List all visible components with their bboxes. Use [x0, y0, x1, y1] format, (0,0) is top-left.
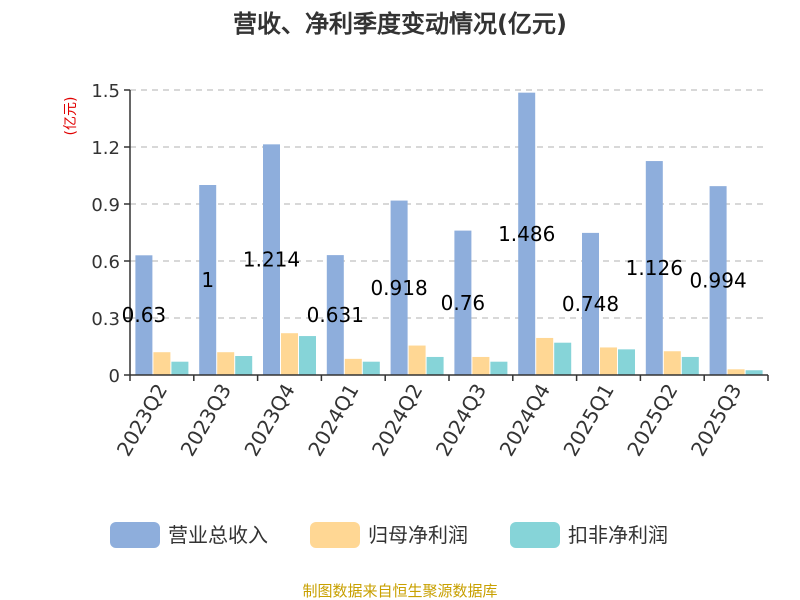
y-tick-label: 0.9 [91, 195, 120, 216]
data-label: 0.76 [441, 291, 486, 315]
x-tick-label: 2024Q4 [495, 380, 555, 461]
bar-series-1 [135, 255, 153, 375]
x-tick-label: 2025Q1 [558, 380, 618, 461]
bar-series-3 [490, 361, 508, 375]
bar-series-2 [536, 337, 554, 375]
bar-series-1 [390, 200, 408, 375]
data-label: 0.63 [122, 303, 167, 327]
legend-swatch [110, 522, 160, 548]
x-tick-label: 2024Q3 [431, 380, 491, 461]
bar-series-1 [645, 161, 663, 375]
bar-series-3 [618, 349, 635, 375]
data-label: 0.918 [370, 276, 427, 300]
y-tick-label: 1.5 [91, 81, 120, 102]
y-tick-label: 0.6 [91, 252, 120, 273]
bar-series-3 [426, 356, 444, 375]
bar-series-3 [681, 356, 699, 375]
data-label: 1.214 [243, 248, 300, 272]
bar-series-2 [727, 369, 745, 375]
bar-series-2 [663, 351, 681, 375]
x-tick-label: 2023Q2 [112, 380, 172, 461]
data-label: 0.748 [562, 292, 619, 316]
bar-series-1 [326, 255, 344, 375]
bar-series-3 [362, 361, 380, 375]
bars [135, 92, 763, 375]
bar-series-2 [472, 356, 490, 375]
x-tick-label: 2023Q3 [176, 380, 236, 461]
data-label: 1.126 [626, 256, 683, 280]
bar-series-3 [235, 356, 253, 375]
bar-series-1 [263, 144, 280, 375]
bar-series-2 [344, 358, 362, 375]
y-tick-label: 0 [109, 366, 120, 387]
y-tick-label: 0.3 [91, 309, 120, 330]
legend[interactable]: 营业总收入 归母净利润 扣非净利润 [110, 522, 668, 548]
bar-series-1 [199, 185, 217, 375]
legend-label: 归母净利润 [368, 523, 468, 547]
legend-label: 扣非净利润 [568, 523, 668, 547]
bar-series-2 [408, 345, 426, 375]
x-tick-label: 2024Q1 [303, 380, 363, 461]
bar-series-3 [299, 336, 316, 375]
bar-series-3 [554, 342, 572, 375]
x-tick-label: 2024Q2 [367, 380, 427, 461]
x-tick-label: 2025Q2 [622, 380, 682, 461]
bar-series-2 [281, 333, 298, 375]
legend-item[interactable]: 扣非净利润 [510, 522, 668, 548]
x-tick-label: 2025Q3 [686, 380, 746, 461]
data-label: 1 [201, 268, 214, 292]
bar-series-3 [171, 361, 189, 375]
legend-item[interactable]: 营业总收入 [110, 522, 268, 548]
bar-series-1 [454, 230, 472, 375]
y-tick-label: 1.2 [91, 138, 120, 159]
legend-item[interactable]: 归母净利润 [310, 522, 468, 548]
bar-series-2 [153, 352, 171, 375]
bar-series-1 [582, 232, 599, 375]
legend-swatch [510, 522, 560, 548]
legend-swatch [310, 522, 360, 548]
bar-series-2 [217, 352, 235, 375]
y-axis-unit: (亿元) [63, 97, 79, 136]
bar-series-1 [709, 186, 727, 375]
chart-title: 营收、净利季度变动情况(亿元) [233, 10, 567, 38]
data-source-note: 制图数据来自恒生聚源数据库 [302, 582, 497, 600]
bar-series-2 [600, 347, 617, 375]
bar-series-1 [518, 92, 536, 375]
bar-series-3 [745, 370, 763, 375]
data-label: 1.486 [498, 222, 555, 246]
data-label: 0.994 [689, 269, 746, 293]
x-tick-label: 2023Q4 [239, 380, 299, 461]
grid-lines [130, 89, 768, 319]
data-label: 0.631 [307, 303, 364, 327]
data-labels: 0.6311.2140.6310.9180.761.4860.7481.1260… [122, 222, 747, 327]
legend-label: 营业总收入 [168, 523, 268, 547]
